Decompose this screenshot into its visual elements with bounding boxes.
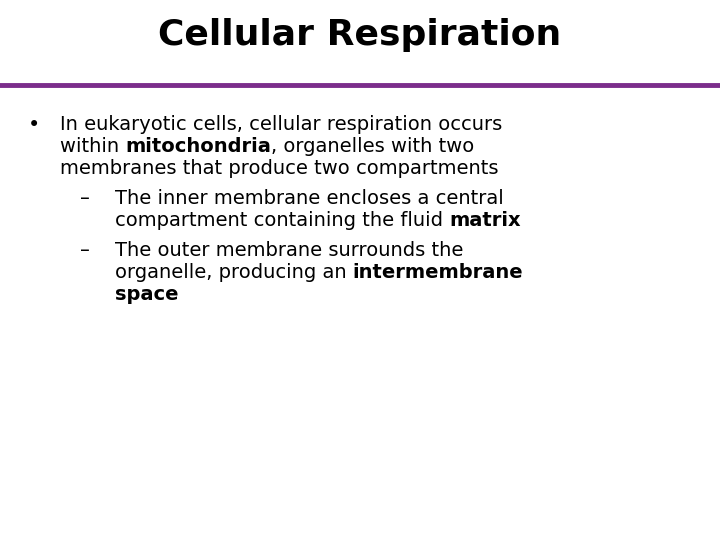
Text: compartment containing the fluid: compartment containing the fluid: [115, 211, 449, 230]
Text: –: –: [80, 189, 90, 208]
Text: –: –: [80, 241, 90, 260]
Text: The outer membrane surrounds the: The outer membrane surrounds the: [115, 241, 464, 260]
Text: organelle, producing an: organelle, producing an: [115, 263, 353, 282]
Text: •: •: [28, 115, 40, 135]
Text: space: space: [115, 285, 179, 304]
Text: intermembrane: intermembrane: [353, 263, 523, 282]
Text: In eukaryotic cells, cellular respiration occurs: In eukaryotic cells, cellular respiratio…: [60, 115, 503, 134]
Text: Cellular Respiration: Cellular Respiration: [158, 18, 562, 52]
Text: The inner membrane encloses a central: The inner membrane encloses a central: [115, 189, 504, 208]
Text: mitochondria: mitochondria: [125, 137, 271, 156]
Text: within: within: [60, 137, 125, 156]
Text: matrix: matrix: [449, 211, 521, 230]
Text: membranes that produce two compartments: membranes that produce two compartments: [60, 159, 498, 178]
Text: , organelles with two: , organelles with two: [271, 137, 474, 156]
